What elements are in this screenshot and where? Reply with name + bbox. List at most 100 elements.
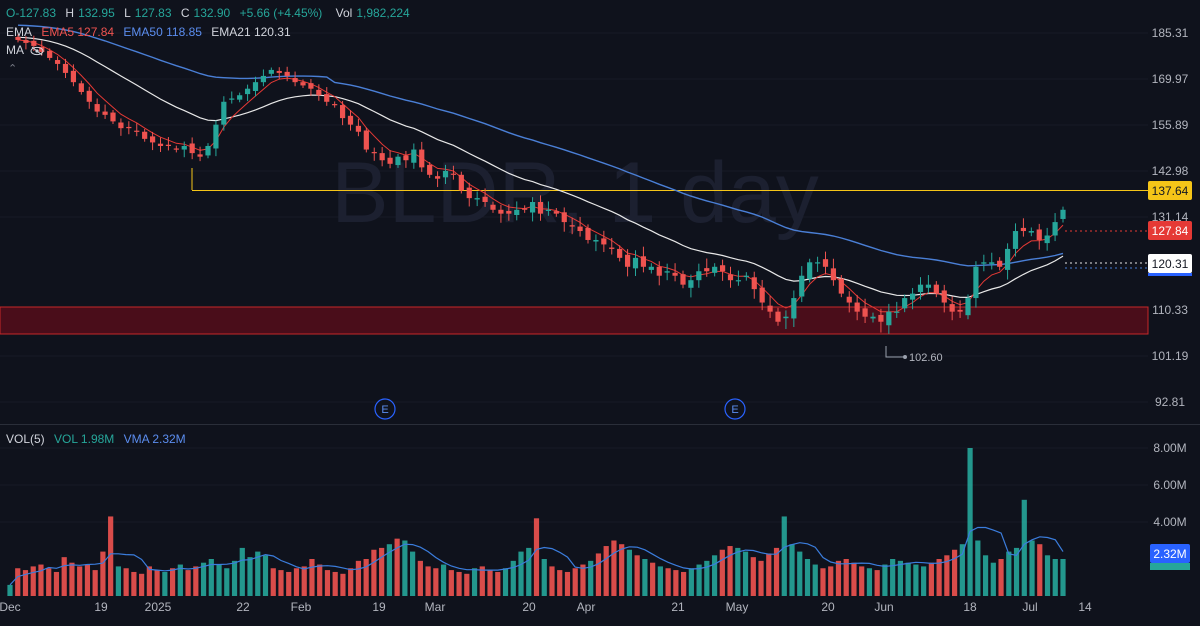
volume-bar — [913, 564, 919, 596]
volume-bar — [549, 566, 555, 596]
volume-bar — [1037, 544, 1043, 596]
earnings-marker-1[interactable]: E — [374, 398, 396, 420]
volume-bar — [673, 570, 679, 596]
price-tick-label: 101.19 — [1152, 349, 1189, 363]
candle-body — [308, 83, 314, 89]
candle-body — [585, 227, 591, 240]
volume-bar — [332, 571, 338, 596]
time-tick-label: 21 — [671, 600, 685, 614]
volume-bar — [38, 564, 44, 596]
volume-bar — [386, 544, 392, 596]
candle-body — [791, 298, 797, 319]
volume-bar — [874, 570, 880, 596]
eye-hidden-icon[interactable] — [30, 46, 44, 56]
volume-bar — [231, 560, 238, 596]
volume-bar — [77, 566, 83, 596]
volume-bar — [921, 566, 927, 596]
time-tick-label: 22 — [236, 600, 250, 614]
candle-body — [47, 50, 53, 58]
candle-body — [656, 266, 662, 276]
candle-body — [149, 136, 156, 143]
ema50-line — [17, 24, 1064, 267]
candle-body — [640, 256, 647, 267]
volume-bar — [200, 562, 207, 596]
ohlc-low-label: L — [124, 6, 131, 20]
candle-body — [522, 208, 528, 210]
ema-label: EMA — [6, 25, 33, 39]
volume-bar — [533, 518, 540, 596]
volume-bar — [487, 570, 493, 596]
volume-bar — [681, 571, 687, 596]
candle-body — [118, 122, 124, 129]
volume-bar — [719, 549, 725, 596]
volume-bar — [1021, 499, 1027, 596]
ohlc-high: 132.95 — [78, 6, 115, 20]
candle-body — [1044, 235, 1050, 244]
volume-bar — [952, 549, 958, 596]
candle-body — [561, 212, 567, 223]
candle-body — [1004, 248, 1011, 270]
candle-body — [830, 268, 837, 281]
candle-body — [973, 266, 979, 299]
volume-bar — [371, 549, 377, 596]
candle-body — [989, 262, 995, 264]
volume-bar — [495, 571, 501, 596]
candle-body — [54, 60, 61, 64]
candle-body — [134, 130, 140, 132]
candle-body — [902, 298, 908, 309]
earnings-marker-2[interactable]: E — [724, 398, 746, 420]
candle-body — [94, 104, 100, 112]
candle-body — [569, 225, 575, 227]
volume-legend[interactable]: VOL(5) VOL 1.98M VMA 2.32M — [6, 432, 192, 446]
time-tick-label: 18 — [963, 600, 977, 614]
candle-body — [862, 308, 868, 317]
ohlc-vol-label: Vol — [335, 6, 353, 20]
candle-body — [347, 115, 354, 125]
volume-bar — [262, 555, 269, 596]
candle-body — [458, 174, 464, 191]
volume-bars — [7, 448, 1066, 596]
candle-body — [165, 144, 172, 146]
time-tick-label: 19 — [94, 600, 108, 614]
candle-body — [648, 266, 654, 270]
volume-bar — [572, 568, 578, 596]
volume-bar — [355, 560, 362, 596]
volume-bar — [324, 570, 331, 596]
volume-bar — [131, 571, 137, 596]
candle-body — [110, 112, 116, 122]
volume-bar — [797, 551, 803, 596]
candle-body — [363, 130, 369, 150]
ohlc-open: O-127.83 — [6, 6, 57, 20]
low-pointer — [885, 346, 903, 358]
volume-bar — [557, 570, 563, 596]
ohlc-volume: 1,982,224 — [356, 6, 410, 20]
volume-bar — [704, 560, 710, 596]
volume-bar — [890, 559, 896, 596]
volume-label: VOL(5) — [6, 432, 45, 446]
candle-body — [886, 311, 892, 326]
collapse-chevron-icon[interactable]: ⌃ — [8, 63, 18, 75]
ma-legend[interactable]: MA — [6, 43, 44, 57]
ema-legend[interactable]: EMA EMA5 127.84 EMA50 118.85 EMA21 120.3… — [6, 25, 297, 39]
volume-bar — [239, 547, 245, 596]
volume-bar — [394, 538, 400, 596]
volume-bar — [882, 564, 888, 596]
volume-bar — [270, 568, 276, 596]
volume-bar — [1060, 559, 1066, 596]
candle-body — [965, 298, 971, 316]
ema50-badge-edge — [1148, 273, 1192, 276]
low-dot — [903, 355, 907, 359]
candle-body — [213, 124, 219, 149]
candle-body — [997, 260, 1003, 267]
volume-bar — [982, 555, 989, 596]
volume-bar — [286, 571, 292, 596]
candle-body — [419, 149, 425, 168]
volume-bar — [696, 564, 702, 596]
candle-body — [712, 266, 718, 273]
volume-tick-label: 6.00M — [1153, 478, 1186, 492]
candle-body — [300, 82, 306, 86]
candle-body — [474, 198, 480, 200]
time-tick-label: Jun — [874, 600, 893, 614]
volume-bar — [665, 568, 671, 596]
